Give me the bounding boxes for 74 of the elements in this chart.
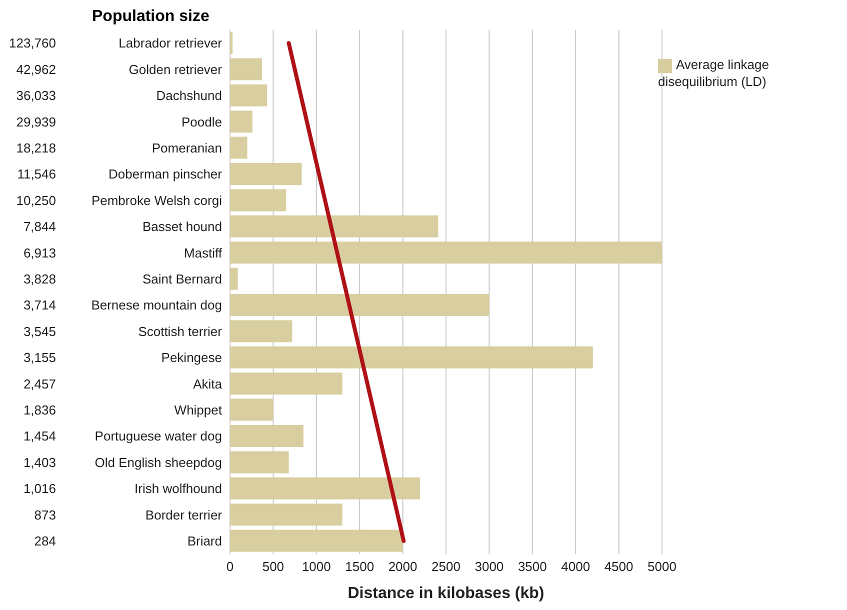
bar — [230, 372, 342, 395]
y2-tick-label: 7,844 — [23, 219, 56, 234]
bar — [230, 294, 490, 316]
x-axis-title: Distance in kilobases (kb) — [348, 585, 544, 602]
bar — [230, 58, 262, 80]
bar — [230, 425, 304, 447]
bar — [230, 504, 342, 526]
y2-tick-label: 18,218 — [16, 140, 56, 156]
y-tick-label: Pekingese — [161, 350, 222, 366]
y2-tick-label: 3,545 — [23, 324, 56, 339]
y-tick-label: Whippet — [174, 402, 222, 418]
x-tick-label: 3500 — [518, 559, 547, 574]
bar — [230, 110, 252, 133]
y-tick-label: Basset hound — [142, 219, 222, 234]
bar — [230, 189, 286, 212]
bar — [230, 84, 268, 106]
x-tick-label: 0 — [226, 559, 234, 574]
y-tick-label: Portuguese water dog — [94, 428, 222, 444]
bar — [230, 215, 438, 238]
y-tick-label: Akita — [193, 376, 223, 392]
y-tick-label: Pembroke Welsh corgi — [91, 192, 222, 208]
bar — [230, 477, 420, 500]
y-tick-label: Irish wolfhound — [134, 481, 222, 496]
y2-tick-label: 1,403 — [23, 454, 56, 470]
legend-label: Average linkage disequilibrium (LD) — [658, 57, 769, 89]
y2-tick-label: 10,250 — [16, 192, 56, 208]
y2-tick-label: 11,546 — [17, 166, 56, 182]
y-tick-label: Bernese mountain dog — [91, 298, 222, 313]
x-tick-label: 4500 — [604, 559, 634, 574]
y2-tick-label: 1,454 — [23, 428, 56, 444]
y-tick-label: Doberman pinscher — [108, 166, 223, 182]
y-tick-label: Poodle — [182, 114, 222, 130]
y-tick-label: Dachshund — [156, 88, 222, 104]
bar — [230, 32, 233, 54]
x-tick-label: 1000 — [302, 559, 331, 574]
y2-tick-label: 2,457 — [23, 376, 56, 392]
y2-axis-title: Population size — [92, 8, 210, 26]
y-tick-label: Mastiff — [184, 245, 222, 260]
x-tick-label: 4000 — [561, 559, 590, 574]
y2-tick-label: 1,836 — [23, 402, 56, 418]
y2-tick-label: 3,714 — [23, 298, 56, 313]
y2-tick-label: 3,155 — [23, 350, 56, 366]
y-tick-label: Saint Bernard — [142, 272, 222, 287]
y-tick-label: Labrador retriever — [118, 36, 223, 51]
x-tick-label: 2500 — [432, 559, 460, 574]
bar — [230, 136, 248, 159]
y-tick-label: Pomeranian — [152, 140, 222, 156]
bar — [230, 398, 274, 421]
x-tick-label: 5000 — [648, 559, 676, 574]
y-tick-label: Old English sheepdog — [94, 454, 222, 470]
y2-tick-label: 123,760 — [9, 36, 56, 51]
y-tick-label: Scottish terrier — [138, 324, 223, 339]
y2-tick-label: 42,962 — [16, 62, 56, 77]
bar — [230, 268, 238, 290]
x-tick-label: 1500 — [345, 559, 374, 574]
x-tick-label: 500 — [262, 559, 284, 574]
x-tick-label: 3000 — [474, 559, 504, 574]
y2-tick-label: 873 — [34, 507, 56, 522]
bar — [230, 346, 593, 368]
y-tick-label: Briard — [187, 534, 222, 549]
y-tick-label: Border terrier — [145, 507, 223, 522]
bar — [230, 163, 302, 185]
x-tick-label: 2000 — [388, 559, 418, 574]
bar — [230, 451, 289, 474]
y2-tick-label: 1,016 — [23, 481, 56, 496]
y2-tick-label: 284 — [34, 534, 56, 549]
y-tick-label: Golden retriever — [128, 62, 223, 77]
y2-tick-label: 36,033 — [16, 88, 56, 104]
bar — [230, 320, 292, 342]
y2-tick-label: 3,828 — [23, 272, 56, 287]
y2-tick-label: 6,913 — [23, 245, 56, 260]
bar — [230, 242, 662, 264]
bar — [230, 530, 403, 552]
y2-tick-label: 29,939 — [16, 114, 56, 130]
